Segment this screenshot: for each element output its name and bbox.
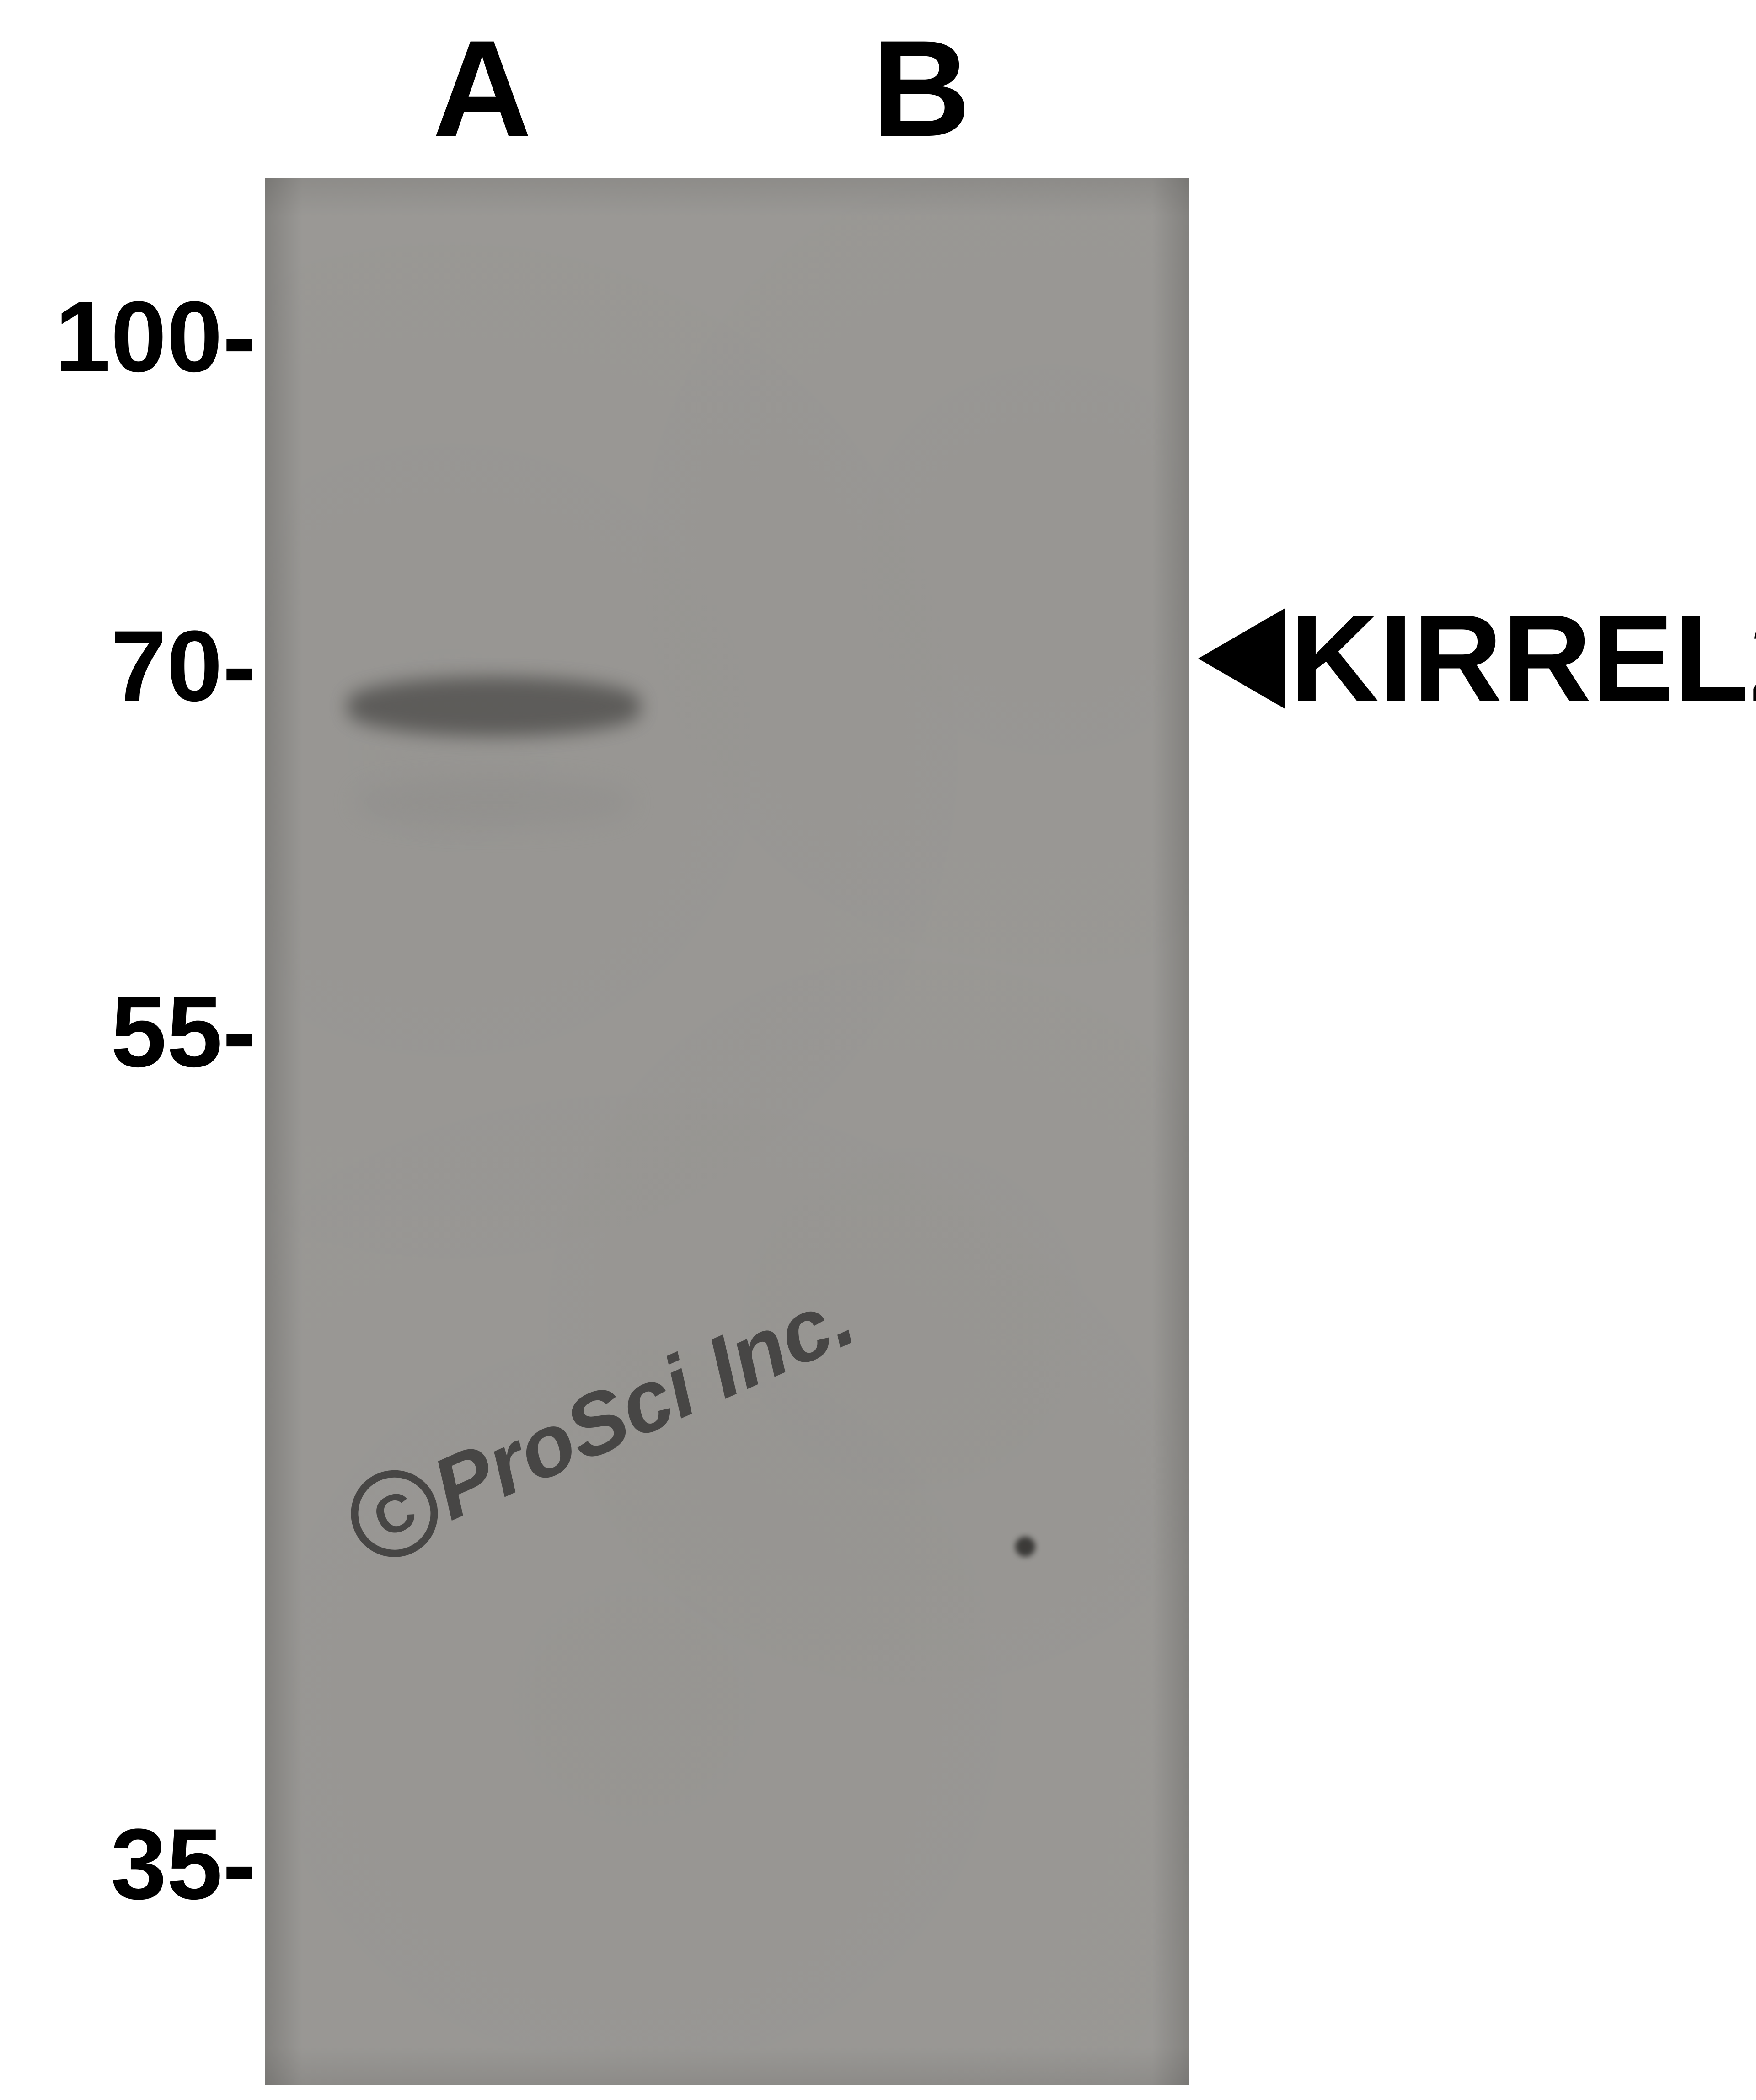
blot-membrane [265,178,1189,2085]
protein-arrow-icon [1198,608,1285,709]
speck-0 [1015,1537,1035,1557]
band-a-1 [357,777,631,828]
blot-noise [265,178,1189,2085]
band-a-0 [348,677,640,736]
mw-marker-55: 55- [0,974,256,1090]
lane-label-b: B [872,9,971,167]
protein-label-text: KIRREL2 [1290,597,1756,720]
copyright-symbol: C [364,1477,425,1550]
mw-marker-35: 35- [0,1806,256,1922]
lane-label-a: A [433,9,532,167]
mw-marker-70: 70- [0,608,256,724]
protein-label: KIRREL2 [1198,608,1756,709]
mw-marker-100: 100- [0,279,256,395]
